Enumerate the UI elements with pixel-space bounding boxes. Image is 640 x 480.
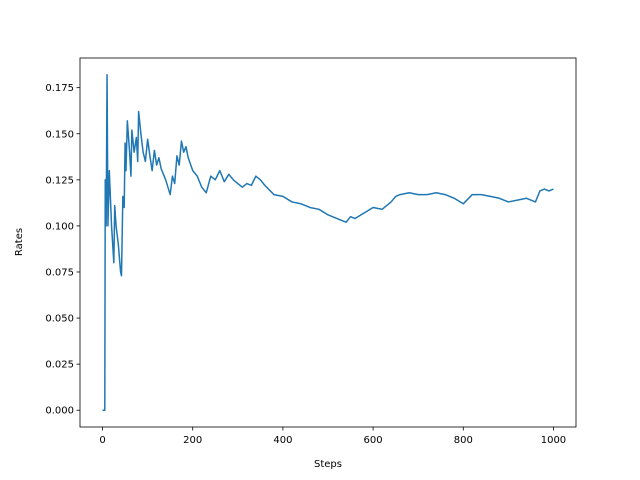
x-tick-label: 400 — [273, 435, 292, 446]
x-axis-label: Steps — [314, 459, 342, 470]
y-tick-label: 0.050 — [45, 314, 74, 325]
x-tick-label: 800 — [454, 435, 473, 446]
y-tick-label: 0.100 — [45, 221, 74, 232]
y-tick-label: 0.175 — [45, 83, 74, 94]
plot-frame — [79, 57, 577, 428]
y-axis-label: Rates — [14, 228, 25, 256]
x-tick-label: 1000 — [541, 435, 566, 446]
y-tick-label: 0.025 — [45, 360, 74, 371]
y-tick-label: 0.000 — [45, 406, 74, 417]
line — [102, 74, 554, 411]
x-tick-label: 200 — [183, 435, 202, 446]
x-tick-label: 600 — [364, 435, 383, 446]
y-tick-label: 0.150 — [45, 129, 74, 140]
y-tick-label: 0.075 — [45, 267, 74, 278]
y-tick-label: 0.125 — [45, 175, 74, 186]
x-tick-label: 0 — [99, 435, 105, 446]
